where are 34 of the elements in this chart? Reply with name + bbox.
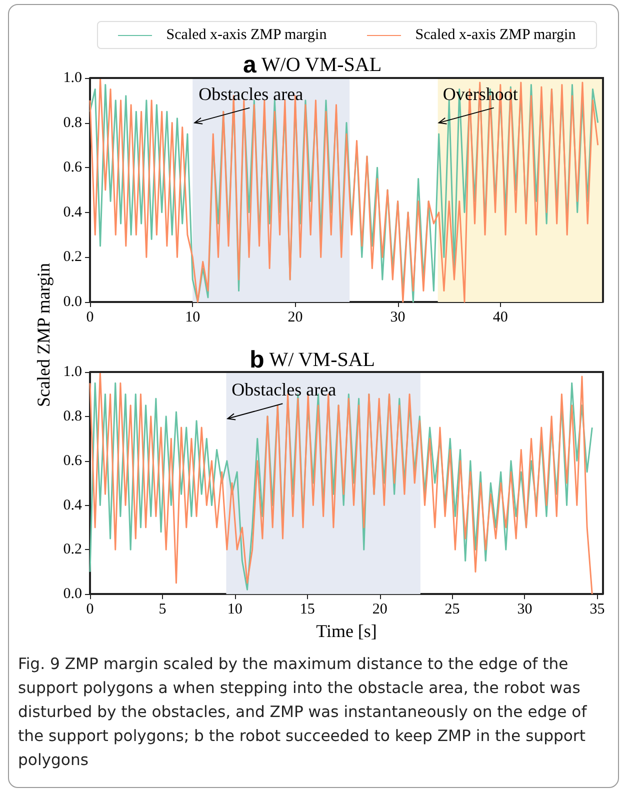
y-tick-label: 1.0 (63, 70, 82, 86)
x-tick-label: 30 (517, 602, 532, 618)
x-tick-label: 30 (390, 310, 406, 326)
y-tick-label: 1.0 (63, 364, 82, 380)
y-tick-label: 0.6 (63, 452, 82, 469)
y-axis-title: Scaled ZMP margin (34, 263, 54, 407)
x-axis-title: Time [s] (316, 621, 377, 641)
y-tick-label: 0.6 (63, 160, 82, 176)
x-tick-label: 35 (590, 602, 605, 618)
legend-label: Scaled x-axis ZMP margin (165, 26, 327, 44)
y-tick-label: 0.4 (63, 204, 82, 220)
y-tick-label: 0.2 (63, 249, 82, 266)
x-tick-label: 0 (86, 602, 94, 618)
legend-label: Scaled x-axis ZMP margin (414, 26, 576, 44)
x-tick-label: 20 (288, 310, 303, 326)
y-tick-label: 0.8 (63, 408, 82, 424)
x-tick-label: 0 (86, 310, 94, 326)
y-tick-label: 0.4 (63, 497, 82, 514)
chart-title: a W/O VM-SAL (243, 52, 382, 78)
chart-title: b W/ VM-SAL (250, 346, 376, 374)
y-tick-label: 0.2 (63, 542, 82, 558)
x-tick-label: 5 (158, 602, 166, 618)
x-tick-label: 15 (300, 602, 315, 618)
y-tick-label: 0.0 (63, 294, 82, 310)
x-tick-label: 40 (492, 310, 508, 326)
x-tick-label: 25 (444, 602, 460, 618)
x-tick-label: 10 (185, 310, 200, 326)
annotation: Obstacles area (232, 380, 336, 400)
x-tick-label: 10 (227, 602, 242, 618)
caption: Fig. 9 ZMP margin scaled by the maximum distance to the edge of the support polygons a when stepping into the obstacle area, the robot was disturbed by the obstacles, and ZMP was instantaneously on the edge of the support polygons; b the robot succeeded to keep ZMP in the support polygons (18, 654, 588, 771)
y-tick-label: 0.8 (63, 114, 82, 131)
x-tick-label: 20 (372, 602, 388, 618)
y-tick-label: 0.0 (63, 586, 82, 602)
annotation: Obstacles area (198, 84, 304, 104)
